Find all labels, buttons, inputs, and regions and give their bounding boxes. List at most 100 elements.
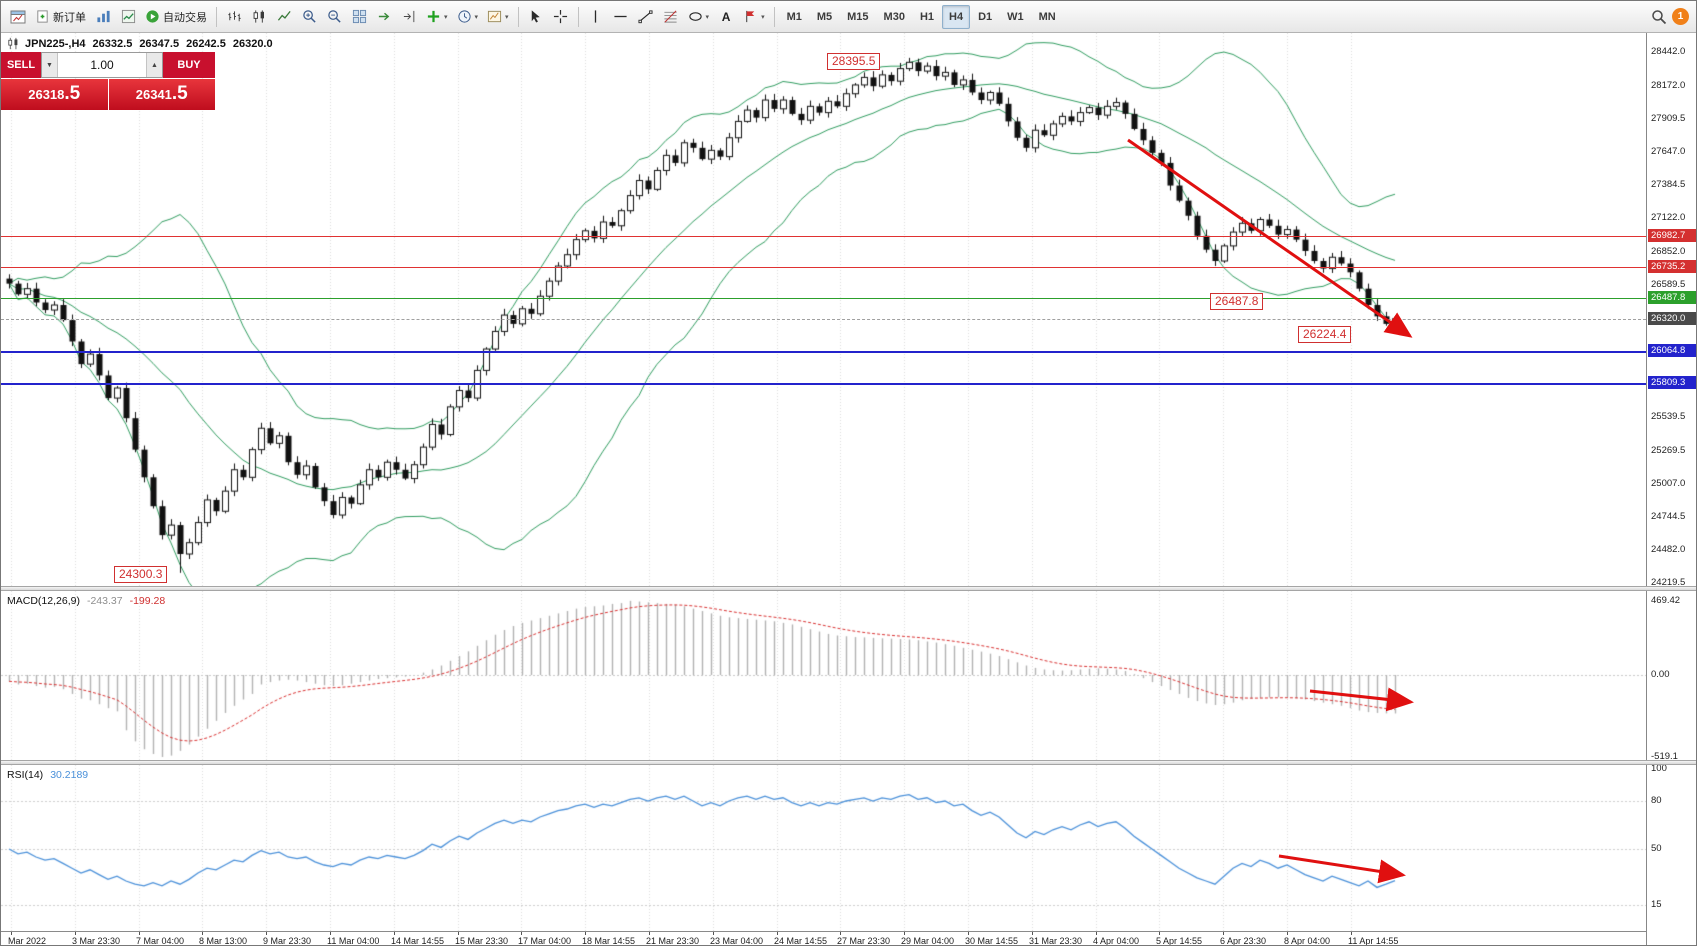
time-axis-label: 24 Mar 14:55 xyxy=(774,936,828,946)
one-click-price-row: 26318.5 26341.5 xyxy=(1,79,215,110)
high-value: 26347.5 xyxy=(139,37,180,50)
chart-shift-icon xyxy=(403,10,414,23)
trendline-button[interactable] xyxy=(634,5,658,29)
tile-windows-icon xyxy=(352,9,366,24)
macd-value: -243.37 xyxy=(86,595,123,607)
time-axis-tick xyxy=(139,932,140,935)
time-axis-label: 8 Mar 13:00 xyxy=(199,936,248,946)
chart-shift-button[interactable] xyxy=(397,5,421,29)
panel-separator[interactable] xyxy=(1,586,1696,591)
volume-stepper: ▼ 1.00 ▲ xyxy=(41,52,163,78)
price-axis-label: 25007.0 xyxy=(1651,477,1686,489)
time-axis[interactable]: Mar 2022 3 Mar 23:30 7 Mar 04:00 8 Mar 13:0… xyxy=(1,931,1646,946)
text-tool-button[interactable]: A xyxy=(714,5,738,29)
auto-scroll-button[interactable] xyxy=(372,5,396,29)
time-axis-tick xyxy=(1223,932,1224,935)
main-toolbar: 新订单 自动交易 xyxy=(1,1,1696,33)
time-axis-tick xyxy=(649,932,650,935)
sell-price-frac: .5 xyxy=(64,83,81,104)
charts-button[interactable] xyxy=(91,5,115,29)
cursor-button[interactable] xyxy=(524,5,548,29)
candlestick-type-button[interactable] xyxy=(247,5,271,29)
bar-chart-type-button[interactable] xyxy=(222,5,246,29)
volume-input[interactable]: 1.00 xyxy=(90,58,114,72)
chart-annotation[interactable]: 28395.5 xyxy=(827,53,881,70)
volume-increase-button[interactable]: ▲ xyxy=(146,53,162,77)
macd-axis-label: 469.42 xyxy=(1651,594,1681,606)
line-chart-type-button[interactable] xyxy=(272,5,296,29)
horizontal-level-line[interactable] xyxy=(1,351,1646,353)
crosshair-button[interactable] xyxy=(549,5,573,29)
templates-button[interactable]: ▾ xyxy=(483,5,513,29)
chart-annotation[interactable]: 26487.8 xyxy=(1210,293,1264,310)
one-click-header-row: SELL ▼ 1.00 ▲ BUY xyxy=(1,52,215,78)
price-axis-label: 27122.0 xyxy=(1651,211,1686,223)
panel-separator[interactable] xyxy=(1,760,1696,765)
toolbar-separator xyxy=(517,6,519,27)
timeframe-button-M1[interactable]: M1 xyxy=(786,10,802,23)
sell-price-main: 26318 xyxy=(28,87,65,102)
chart-window-icon[interactable] xyxy=(6,5,30,29)
time-axis-label: 31 Mar 23:30 xyxy=(1029,936,1083,946)
candlestick-icon xyxy=(253,10,264,23)
timeframe-button-M15[interactable]: M15 xyxy=(847,10,869,23)
horizontal-level-line[interactable] xyxy=(1,319,1646,320)
arrow-flag-icon xyxy=(746,10,755,23)
fibonacci-button[interactable] xyxy=(659,5,683,29)
arrows-tool-button[interactable]: ▾ xyxy=(739,5,769,29)
vertical-line-button[interactable] xyxy=(584,5,608,29)
template-icon xyxy=(487,10,502,23)
rsi-axis-label: 80 xyxy=(1651,795,1662,806)
zoom-out-button[interactable] xyxy=(322,5,346,29)
price-axis-label: 26852.0 xyxy=(1651,245,1686,257)
horizontal-line-icon xyxy=(614,15,627,18)
price-chart-canvas[interactable] xyxy=(1,33,1646,586)
timeframe-button-MN[interactable]: MN xyxy=(1038,10,1056,23)
horizontal-line-button[interactable] xyxy=(609,5,633,29)
notification-count: 1 xyxy=(1677,11,1684,22)
new-order-button[interactable]: 新订单 xyxy=(31,5,90,29)
horizontal-level-line[interactable] xyxy=(1,298,1646,299)
chart-annotation[interactable]: 24300.3 xyxy=(114,566,168,583)
periods-button[interactable]: ▾ xyxy=(453,5,483,29)
one-click-trading-widget: SELL ▼ 1.00 ▲ BUY 26318.5 26341.5 xyxy=(1,52,215,110)
auto-trading-button[interactable]: 自动交易 xyxy=(141,5,211,29)
horizontal-level-line[interactable] xyxy=(1,383,1646,385)
time-axis-label: 21 Mar 23:30 xyxy=(646,936,700,946)
timeframe-button-D1[interactable]: D1 xyxy=(978,10,993,23)
arrows-caret-icon: ▾ xyxy=(761,13,765,21)
tile-windows-button[interactable] xyxy=(347,5,371,29)
price-axis-label: 27384.5 xyxy=(1651,178,1686,190)
shapes-button[interactable]: ▾ xyxy=(684,5,714,29)
horizontal-level-line[interactable] xyxy=(1,267,1646,268)
rsi-panel-canvas[interactable] xyxy=(1,765,1646,931)
rsi-axis-label: 15 xyxy=(1651,899,1662,910)
sell-price-button[interactable]: 26318.5 xyxy=(1,79,108,110)
buy-price-frac: .5 xyxy=(171,83,188,104)
rsi-axis-label: 50 xyxy=(1651,843,1662,854)
indicators-button[interactable]: ▾ xyxy=(422,5,452,29)
timeframe-button-M5[interactable]: M5 xyxy=(816,10,833,23)
macd-panel-canvas[interactable] xyxy=(1,591,1646,761)
search-button[interactable] xyxy=(1647,5,1671,29)
chart-area: JPN225-,H4 26332.5 26347.5 26242.5 26320… xyxy=(1,33,1696,946)
price-axis-tag: 26982.7 xyxy=(1648,228,1696,242)
horizontal-level-line[interactable] xyxy=(1,236,1646,237)
buy-price-main: 26341 xyxy=(135,87,172,102)
volume-decrease-button[interactable]: ▼ xyxy=(42,53,58,77)
chart-annotation[interactable]: 26224.4 xyxy=(1298,326,1352,343)
timeframe-button-W1[interactable]: W1 xyxy=(1007,10,1024,23)
market-watch-button[interactable] xyxy=(116,5,140,29)
macd-axis-label: 0.00 xyxy=(1651,669,1670,680)
chart-ohlc-title: JPN225-,H4 26332.5 26347.5 26242.5 26320… xyxy=(7,37,275,50)
price-axis[interactable]: 28442.0 28172.0 27909.5 27647.0 27384.5 27122… xyxy=(1646,33,1696,945)
timeframe-button-H1[interactable]: H1 xyxy=(919,10,935,23)
time-axis-label: 4 Apr 04:00 xyxy=(1093,936,1140,946)
time-axis-tick xyxy=(713,932,714,935)
buy-price-button[interactable]: 26341.5 xyxy=(108,79,215,110)
timeframe-button-M30[interactable]: M30 xyxy=(883,10,905,23)
time-axis-tick xyxy=(266,932,267,935)
timeframe-button-H4[interactable]: H4 xyxy=(942,4,971,29)
notification-badge[interactable]: 1 xyxy=(1672,8,1689,25)
zoom-in-button[interactable] xyxy=(297,5,321,29)
